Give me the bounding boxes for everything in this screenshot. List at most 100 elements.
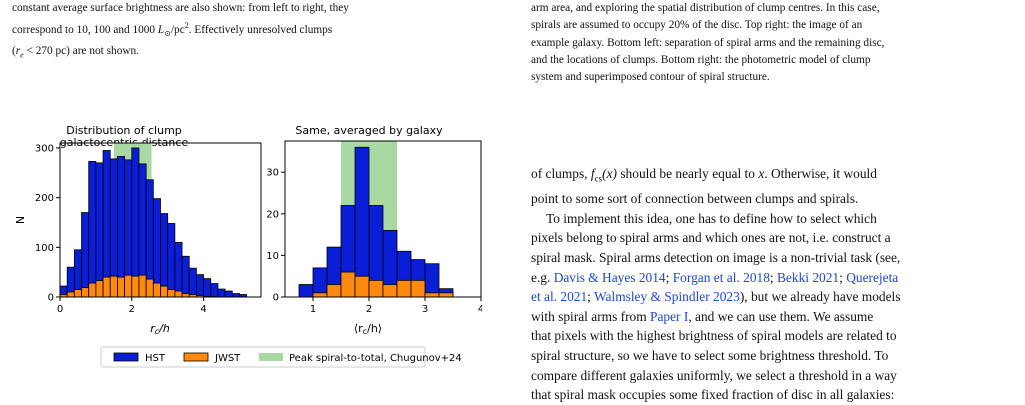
y-tick-label: 20 [266, 209, 279, 220]
hst-bar [355, 147, 369, 297]
jwst-bar [168, 290, 175, 297]
jwst-bar [182, 294, 189, 297]
chart2-xlabel: ⟨rc/h⟩ [354, 322, 382, 336]
jwst-bar [341, 272, 355, 297]
body-line-8: with spiral arms from Paper I, and we ca… [531, 307, 1016, 327]
citation-davis-hayes-2014[interactable]: Davis & Hayes 2014 [554, 270, 666, 285]
left-caption-line-2: correspond to 10, 100 and 1000 L⊙/pc2. E… [12, 17, 487, 42]
chart1-ylabel: N [14, 216, 27, 224]
x-tick-label: 2 [129, 304, 135, 315]
jwst-bar [103, 277, 110, 297]
left-caption: constant average surface brightness are … [12, 0, 487, 63]
jwst-bar [425, 293, 439, 297]
jwst-bar [110, 276, 117, 297]
citation-walmsley-spindler-2023[interactable]: Walmsley & Spindler 2023 [594, 289, 740, 304]
right-caption-line-2: spirals are assumed to occupy 20% of the… [531, 17, 1016, 34]
body-line-2: point to some sort of connection between… [531, 189, 1016, 209]
right-caption-line-5: system and superimposed contour of spira… [531, 69, 1016, 86]
jwst-bar [146, 279, 153, 297]
jwst-bar [139, 275, 146, 297]
jwst-bar [175, 291, 182, 297]
body-line-1: of clumps, fcs(x) should be nearly equal… [531, 164, 1016, 189]
hst-bar [161, 214, 168, 297]
body-line-12: that spiral mask occupies some fixed fra… [531, 385, 1016, 405]
jwst-bar [67, 292, 74, 297]
x-tick-label: 2 [366, 304, 372, 315]
hst-bar [299, 285, 313, 297]
body-text: of clumps, fcs(x) should be nearly equal… [531, 164, 1016, 405]
x-tick-label: 0 [57, 304, 63, 315]
chart-averaged-by-galaxy: Same, averaged by galaxy 1 2 3 4 0 10 20 30 ⟨rc… [266, 124, 482, 336]
jwst-bar [125, 275, 132, 297]
y-tick-label: 200 [35, 193, 54, 204]
jwst-bar [82, 288, 89, 297]
legend-jwst-label: JWST [214, 353, 241, 364]
x-tick-label: 3 [422, 304, 428, 315]
y-tick-label: 0 [273, 293, 279, 304]
x-tick-label: 1 [310, 304, 316, 315]
hst-bar [182, 256, 189, 297]
body-line-5: spiral mask. Spiral arms detection on im… [531, 248, 1016, 268]
hst-bar [232, 294, 239, 297]
hst-bar [204, 279, 211, 297]
jwst-bar [161, 286, 168, 297]
body-line-7: et al. 2021; Walmsley & Spindler 2023), … [531, 287, 1016, 307]
hst-bar [96, 163, 103, 297]
paper-i-link[interactable]: Paper I [650, 309, 688, 324]
citation-bekki-2021[interactable]: Bekki 2021 [777, 270, 839, 285]
hst-bar [117, 156, 124, 297]
chart2-title: Same, averaged by galaxy [295, 124, 443, 137]
y-tick-label: 10 [266, 251, 279, 262]
citation-forgan-2018[interactable]: Forgan et al. 2018 [673, 270, 770, 285]
hst-bar [218, 289, 225, 297]
y-tick-label: 0 [48, 293, 54, 304]
x-tick-label: 4 [200, 304, 206, 315]
legend-peak-label: Peak spiral-to-total, Chugunov+24 [289, 353, 462, 364]
jwst-bar [313, 293, 327, 297]
body-line-11: compare different galaxies uniformly, we… [531, 366, 1016, 386]
hst-bar [82, 213, 89, 297]
jwst-bar [74, 290, 81, 297]
jwst-bar [369, 280, 383, 297]
jwst-bar [96, 281, 103, 297]
right-caption-line-1: arm area, and exploring the spatial dist… [531, 0, 1016, 17]
legend-hst-label: HST [145, 353, 166, 364]
body-line-6: e.g. Davis & Hayes 2014; Forgan et al. 2… [531, 268, 1016, 288]
left-caption-line-1: constant average surface brightness are … [12, 0, 487, 17]
body-line-4: pixels belong to spiral arms and which o… [531, 228, 1016, 248]
hst-bar [103, 150, 110, 297]
jwst-bar [411, 280, 425, 297]
left-caption-line-3: (re < 270 pc) are not shown. [12, 43, 487, 64]
jwst-bar [89, 283, 96, 297]
body-line-3: To implement this idea, one has to defin… [531, 209, 1016, 229]
legend-hst-swatch [114, 353, 138, 361]
x-tick-label: 4 [478, 304, 482, 315]
jwst-bar [383, 285, 397, 297]
legend-jwst-swatch [184, 353, 208, 361]
jwst-bar [132, 276, 139, 297]
body-line-9: that pixels with the highest brightness … [531, 326, 1016, 346]
y-tick-label: 300 [35, 143, 54, 154]
chart-legend: HST JWST Peak spiral-to-total, Chugunov+… [101, 347, 462, 367]
jwst-bar [439, 293, 453, 297]
right-caption: arm area, and exploring the spatial dist… [531, 0, 1016, 86]
hst-bar [89, 161, 96, 297]
hst-bar [425, 264, 439, 297]
chart-clump-distance: Distribution of clump galactocentric dis… [14, 124, 261, 336]
y-tick-label: 30 [266, 168, 279, 179]
jwst-bar [117, 277, 124, 297]
hst-bar [153, 199, 160, 297]
legend-peak-swatch [259, 353, 283, 361]
hst-bar [211, 284, 218, 297]
body-line-10: spiral structure, so we have to select s… [531, 346, 1016, 366]
chart1-xlabel: rc/h [150, 322, 170, 336]
citation-querejeta-2021[interactable]: Querejeta [846, 270, 898, 285]
hst-bar [168, 223, 175, 297]
right-caption-line-4: and the locations of clumps. Bottom righ… [531, 52, 1016, 69]
citation-querejeta-2021-cont[interactable]: et al. 2021 [531, 289, 587, 304]
hst-bar [196, 275, 203, 297]
hst-bar [189, 268, 196, 297]
right-caption-line-3: example galaxy. Bottom left: separation … [531, 35, 1016, 52]
jwst-bar [153, 283, 160, 297]
hst-bar [225, 291, 232, 297]
